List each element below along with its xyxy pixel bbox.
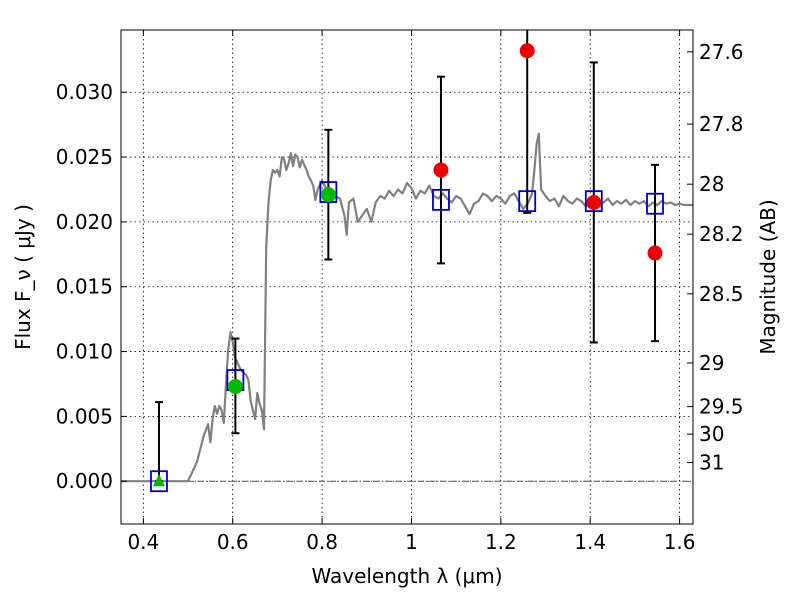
flux-point <box>586 194 602 210</box>
upper-limit-triangle <box>152 474 165 487</box>
detected-point <box>227 379 243 395</box>
y-tick-label: 0.005 <box>56 404 113 428</box>
y2-tick-label: 28.5 <box>699 282 744 306</box>
y-tick-label: 0.010 <box>56 340 113 364</box>
y2-tick-label: 31 <box>699 450 724 474</box>
y-axis-ticks: 0.000 0.005 0.010 0.015 0.020 0.025 0.030 <box>56 80 127 493</box>
model-photometry-square <box>150 470 168 493</box>
y2-tick-label: 27.6 <box>699 40 744 64</box>
x-tick-label: 0.6 <box>217 530 249 554</box>
y2-tick-label: 27.8 <box>699 112 744 136</box>
y2-tick-label: 28 <box>699 172 724 196</box>
plot-frame <box>120 29 694 525</box>
model-photometry-square <box>518 190 537 213</box>
y2-tick-label: 29 <box>699 351 724 375</box>
model-photometry-square <box>584 190 603 213</box>
detected-point <box>320 187 336 203</box>
y-tick-label: 0.015 <box>56 275 113 299</box>
flux-point <box>433 162 449 178</box>
model-photometry-square <box>432 188 450 211</box>
x-tick-label: 1.2 <box>485 530 517 554</box>
x-tick-label: 1.6 <box>664 530 696 554</box>
model-photometry-square <box>646 192 664 215</box>
y2-tick-label: 30 <box>699 422 724 446</box>
y2-tick-label: 28.2 <box>699 222 744 246</box>
x-tick-label: 1 <box>405 530 418 554</box>
flux-point <box>519 43 535 59</box>
x-tick-label: 0.8 <box>306 530 338 554</box>
x-tick-label: 1.4 <box>574 530 606 554</box>
y2-axis-ticks: 27.6 27.8 28 28.2 28.5 29 29.5 30 31 <box>687 40 744 474</box>
y-tick-label: 0.000 <box>56 469 113 493</box>
flux-point <box>647 245 663 261</box>
x-axis-ticks: 0.4 0.6 0.8 1 1.2 1.4 1.6 <box>127 30 696 554</box>
y-tick-label: 0.020 <box>56 210 113 234</box>
y2-axis-label: Magnitude (AB) <box>756 199 780 354</box>
y-tick-label: 0.030 <box>56 80 113 104</box>
y-tick-label: 0.025 <box>56 145 113 169</box>
y-axis-label: Flux F_ν ( μJy ) <box>11 204 35 350</box>
x-tick-label: 0.4 <box>127 530 159 554</box>
data-points <box>152 43 663 487</box>
grid <box>121 30 693 524</box>
y2-tick-label: 29.5 <box>699 395 744 419</box>
x-axis-label: Wavelength λ (μm) <box>311 564 502 588</box>
